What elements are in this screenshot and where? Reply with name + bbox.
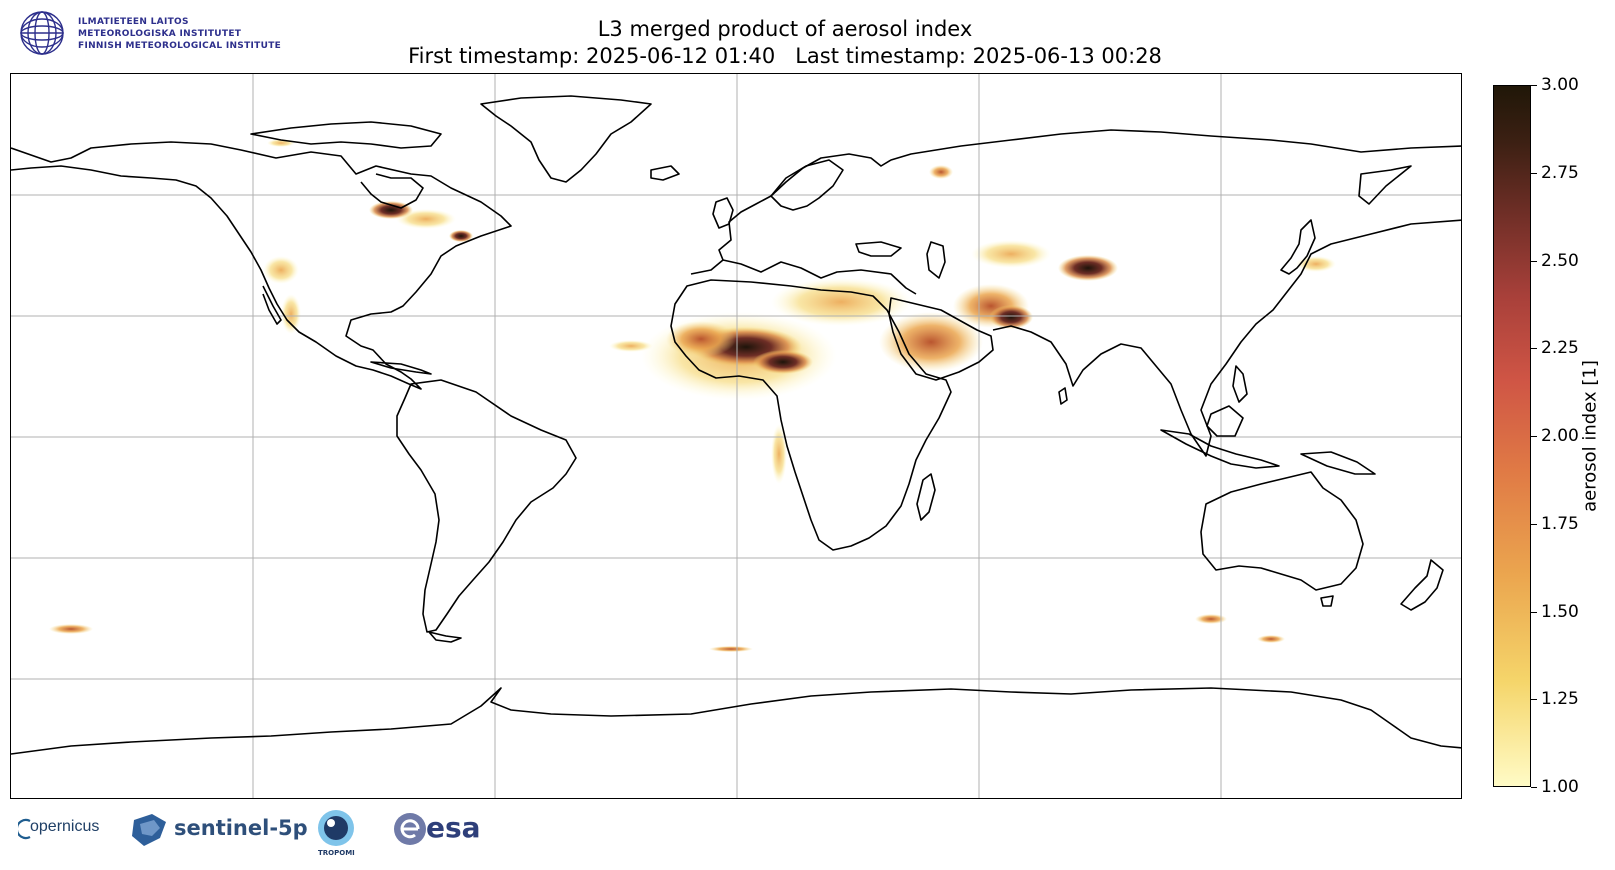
coast-hudson <box>360 173 424 209</box>
tropomi-text: TROPOMI <box>318 849 355 857</box>
colorbar-tick <box>1531 436 1537 437</box>
colorbar-tick <box>1531 85 1537 86</box>
coast-cuba <box>370 361 432 375</box>
aerosol-plumes <box>49 139 1336 652</box>
aerosol-plume-central-asia <box>971 240 1051 268</box>
coast-indonesia <box>1160 429 1280 469</box>
coast-australia <box>1200 471 1364 591</box>
aerosol-plume-south-atlantic <box>49 624 93 634</box>
colorbar-tick <box>1531 787 1537 788</box>
title-block: L3 merged product of aerosol index First… <box>290 16 1280 70</box>
coast-iceland <box>650 165 680 181</box>
aerosol-plume-siberia <box>929 165 953 179</box>
colorbar-tick <box>1531 260 1537 262</box>
colorbar-tick <box>1531 611 1537 613</box>
sentinel-5p-text: sentinel-5p <box>174 816 308 840</box>
colorbar-tick <box>1531 523 1537 525</box>
coast-japan <box>1280 219 1316 275</box>
esa-e-icon <box>394 813 426 845</box>
coast-tierra-del-fuego <box>428 631 462 643</box>
coast-asia-south <box>992 219 1461 457</box>
aerosol-plume-atlantic <box>609 340 653 352</box>
aerosol-plume-pakistan <box>989 305 1033 329</box>
colorbar-tick-label: 1.00 <box>1541 777 1579 797</box>
institute-line-3: FINNISH METEOROLOGICAL INSTITUTE <box>78 41 282 51</box>
coast-kamchatka <box>1358 165 1412 205</box>
colorbar <box>1493 85 1531 787</box>
colorbar-tick-label: 2.50 <box>1541 250 1579 271</box>
coast-baja <box>262 285 282 325</box>
fmi-logo: ILMATIETEEN LAITOS METEOROLOGISKA INSTIT… <box>18 10 318 56</box>
coast-mediterranean-north <box>722 259 917 295</box>
aerosol-plume-canada <box>396 209 456 229</box>
institute-line-2: METEOROLOGISKA INSTITUTET <box>78 29 242 39</box>
aerosol-plume-south-indian <box>1257 635 1285 643</box>
map-frame <box>10 73 1462 799</box>
coastlines <box>11 95 1461 755</box>
map-subtitle: First timestamp: 2025-06-12 01:40 Last t… <box>408 44 1162 68</box>
coast-greenland <box>480 95 652 183</box>
coast-madagascar <box>916 473 936 521</box>
map-title: L3 merged product of aerosol index <box>597 17 973 41</box>
aerosol-plume-south-pacific <box>709 646 753 652</box>
sentinel-satellite-icon <box>132 814 166 846</box>
aerosol-plume-mexico <box>281 294 301 334</box>
copernicus-c-icon <box>18 818 31 840</box>
aerosol-plume-mediterranean <box>771 278 911 326</box>
colorbar-tick-label: 3.00 <box>1541 75 1579 95</box>
colorbar-tick <box>1531 172 1537 174</box>
aerosol-plume-west-sahara <box>666 321 736 357</box>
coast-new-guinea <box>1300 451 1376 475</box>
coast-arabia <box>888 297 994 381</box>
aerosol-plume-sahel <box>753 350 813 374</box>
coast-sri-lanka <box>1058 387 1068 405</box>
coast-africa <box>670 279 952 551</box>
esa-text: esa <box>426 811 481 844</box>
institute-line-1: ILMATIETEEN LAITOS <box>78 17 189 27</box>
aerosol-plume-great-lakes-2 <box>449 230 473 242</box>
aerosol-plume-arabia <box>879 312 983 372</box>
coast-europe <box>690 129 1461 275</box>
coast-canadian-arctic <box>250 121 442 149</box>
coast-south-america <box>396 379 577 633</box>
coast-tasmania <box>1320 595 1334 607</box>
world-map <box>11 74 1461 798</box>
coast-caspian <box>926 241 946 279</box>
colorbar-tick-label: 2.75 <box>1541 162 1579 183</box>
colorbar-tick <box>1531 699 1537 701</box>
coast-borneo <box>1206 405 1244 437</box>
colorbar-tick-label: 2.00 <box>1541 426 1579 446</box>
tropomi-eye-icon <box>318 810 354 846</box>
colorbar-tick-label: 1.75 <box>1541 513 1579 534</box>
coast-black-sea <box>855 241 902 257</box>
colorbar-label: aerosol index [1] <box>1579 360 1601 512</box>
aerosol-plume-central-africa <box>771 424 787 484</box>
fmi-globe-icon <box>20 11 64 55</box>
aerosol-plume-east-asia <box>1296 256 1336 272</box>
footer-logos: opernicus sentinel-5p TROPOMI esa <box>18 810 538 864</box>
colorbar-tick <box>1531 348 1537 350</box>
aerosol-plume-taklamakan <box>1058 255 1118 281</box>
colorbar-tick-label: 1.50 <box>1541 601 1579 622</box>
coast-north-america <box>11 141 512 390</box>
copernicus-text: opernicus <box>30 818 100 835</box>
coast-new-zealand <box>1400 559 1444 611</box>
colorbar-tick-label: 1.25 <box>1541 689 1579 710</box>
aerosol-plume-nw-america <box>263 256 299 284</box>
gridlines <box>11 74 1461 798</box>
coast-uk <box>712 197 734 229</box>
colorbar-tick-label: 2.25 <box>1541 338 1579 359</box>
coast-philippines <box>1232 365 1248 403</box>
aerosol-plume-southern-ocean <box>1195 614 1227 624</box>
coast-scandinavia <box>770 159 844 211</box>
coast-antarctica <box>11 687 1461 755</box>
